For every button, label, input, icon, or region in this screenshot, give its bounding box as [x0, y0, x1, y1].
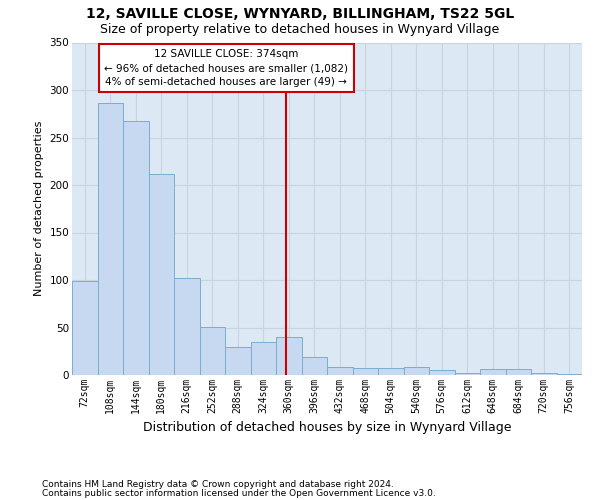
Bar — [505, 370, 531, 375]
Bar — [97, 104, 123, 375]
Text: 12, SAVILLE CLOSE, WYNYARD, BILLINGHAM, TS22 5GL: 12, SAVILLE CLOSE, WYNYARD, BILLINGHAM, … — [86, 8, 514, 22]
Bar — [276, 337, 302, 375]
Bar — [199, 326, 225, 375]
Bar — [455, 373, 480, 375]
Text: 12 SAVILLE CLOSE: 374sqm
← 96% of detached houses are smaller (1,082)
4% of semi: 12 SAVILLE CLOSE: 374sqm ← 96% of detach… — [104, 49, 349, 87]
Text: Contains public sector information licensed under the Open Government Licence v3: Contains public sector information licen… — [42, 489, 436, 498]
Bar — [429, 370, 455, 375]
Bar — [123, 122, 149, 375]
Bar — [72, 281, 97, 375]
Bar — [480, 370, 505, 375]
Bar — [251, 342, 276, 375]
Bar — [378, 368, 404, 375]
Bar — [174, 278, 199, 375]
Bar — [353, 368, 378, 375]
Bar — [149, 174, 174, 375]
Bar — [327, 368, 353, 375]
X-axis label: Distribution of detached houses by size in Wynyard Village: Distribution of detached houses by size … — [143, 422, 511, 434]
Text: Contains HM Land Registry data © Crown copyright and database right 2024.: Contains HM Land Registry data © Crown c… — [42, 480, 394, 489]
Bar — [557, 374, 582, 375]
Bar — [404, 368, 429, 375]
Y-axis label: Number of detached properties: Number of detached properties — [34, 121, 44, 296]
Text: Size of property relative to detached houses in Wynyard Village: Size of property relative to detached ho… — [100, 22, 500, 36]
Bar — [531, 373, 557, 375]
Bar — [302, 357, 327, 375]
Bar — [225, 346, 251, 375]
